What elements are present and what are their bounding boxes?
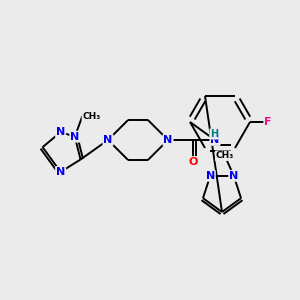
Text: N: N xyxy=(206,171,215,181)
Text: N: N xyxy=(56,127,65,137)
Text: CH₃: CH₃ xyxy=(216,151,234,160)
Text: N: N xyxy=(56,167,65,177)
Text: F: F xyxy=(264,117,272,127)
Text: N: N xyxy=(210,135,220,145)
Text: CH₃: CH₃ xyxy=(82,112,100,121)
Text: N: N xyxy=(164,135,172,145)
Text: N: N xyxy=(229,171,239,181)
Text: N: N xyxy=(103,135,112,145)
Text: H: H xyxy=(210,129,218,139)
Text: N: N xyxy=(70,132,80,142)
Text: O: O xyxy=(188,157,198,167)
